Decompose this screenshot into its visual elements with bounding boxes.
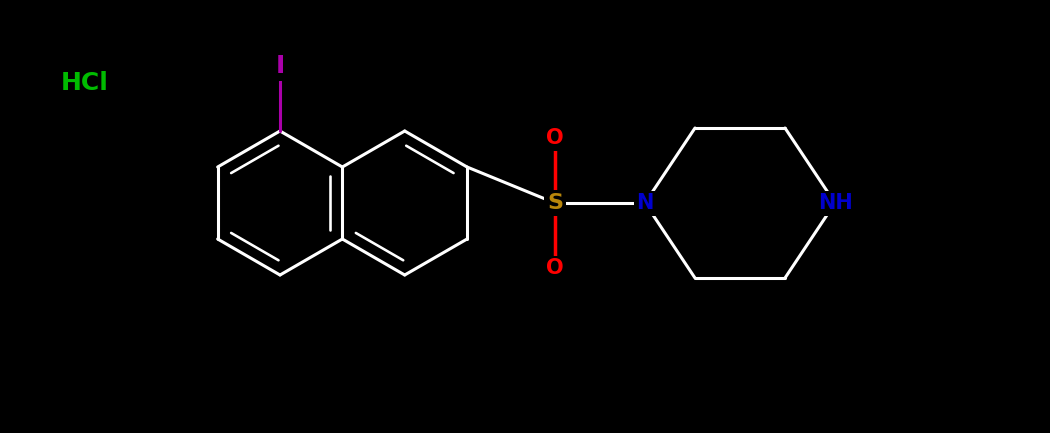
- Text: N: N: [636, 193, 654, 213]
- Text: I: I: [275, 54, 285, 78]
- Text: S: S: [547, 193, 563, 213]
- Text: O: O: [546, 128, 564, 148]
- Text: NH: NH: [818, 193, 853, 213]
- Text: HCl: HCl: [61, 71, 109, 95]
- Text: O: O: [546, 258, 564, 278]
